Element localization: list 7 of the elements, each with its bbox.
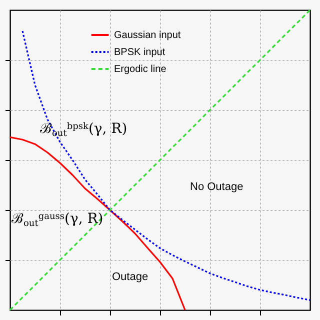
annotation: ℬ$_{out}$$^{gauss}$(γ, R) <box>12 211 104 230</box>
annotation: No Outage <box>190 181 244 193</box>
annotation: Outage <box>112 271 148 283</box>
legend-label: Gaussian input <box>114 30 181 41</box>
annotation: ℬ$_{out}$$^{bpsk}$(γ, R) <box>40 121 128 140</box>
legend-label: BPSK input <box>114 47 166 58</box>
legend-label: Ergodic line <box>114 64 167 75</box>
